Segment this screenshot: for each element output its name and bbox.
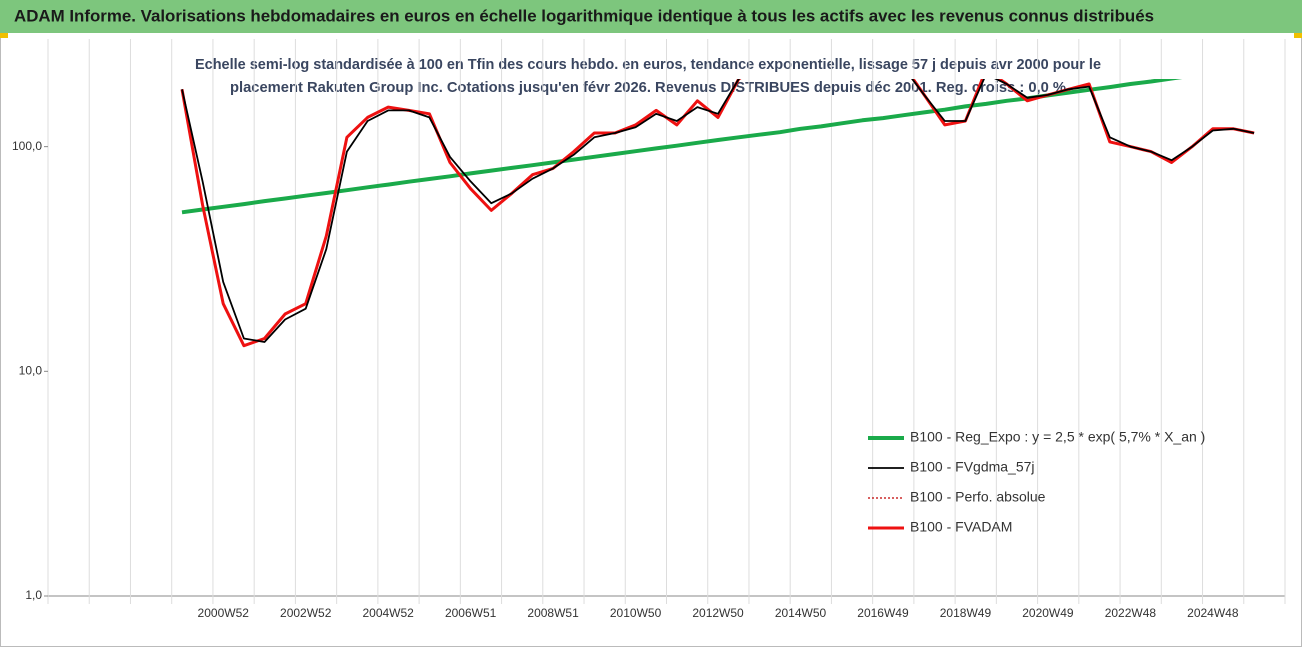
x-tick-label: 2012W50 (692, 606, 744, 620)
chart-subtitle: placement Rakuten Group Inc. Cotations j… (230, 79, 1066, 96)
corner (0, 33, 8, 38)
x-tick-label: 2018W49 (940, 606, 992, 620)
x-tick-label: 2022W48 (1105, 606, 1157, 620)
legend-label: B100 - Reg_Expo : y = 2,5 * exp( 5,7% * … (910, 429, 1205, 445)
chart-title: ADAM Informe. Valorisations hebdomadaire… (14, 6, 1154, 25)
series-line (181, 79, 1255, 343)
x-tick-label: 2008W51 (527, 606, 579, 620)
x-tick-label: 2014W50 (775, 606, 827, 620)
y-tick-label: 100,0 (12, 139, 42, 153)
legend-label: B100 - FVgdma_57j (910, 459, 1035, 475)
x-tick-label: 2004W52 (362, 606, 414, 620)
legend-label: B100 - Perfo. absolue (910, 489, 1046, 505)
title-bar (0, 0, 1302, 33)
x-tick-label: 2000W52 (198, 606, 250, 620)
x-tick-label: 2006W51 (445, 606, 497, 620)
series-line (181, 79, 1183, 215)
legend-label: B100 - FVADAM (910, 519, 1012, 535)
x-tick-label: 2010W50 (610, 606, 662, 620)
x-tick-label: 2024W48 (1187, 606, 1239, 620)
y-tick-label: 1,0 (25, 588, 42, 602)
plot-area (180, 79, 1255, 348)
x-tick-label: 2016W49 (857, 606, 909, 620)
x-tick-label: 2020W49 (1022, 606, 1074, 620)
chart-subtitle: Echelle semi-log standardisée à 100 en T… (195, 56, 1101, 73)
corner (1294, 33, 1302, 38)
y-tick-label: 10,0 (19, 363, 43, 377)
x-tick-label: 2002W52 (280, 606, 332, 620)
